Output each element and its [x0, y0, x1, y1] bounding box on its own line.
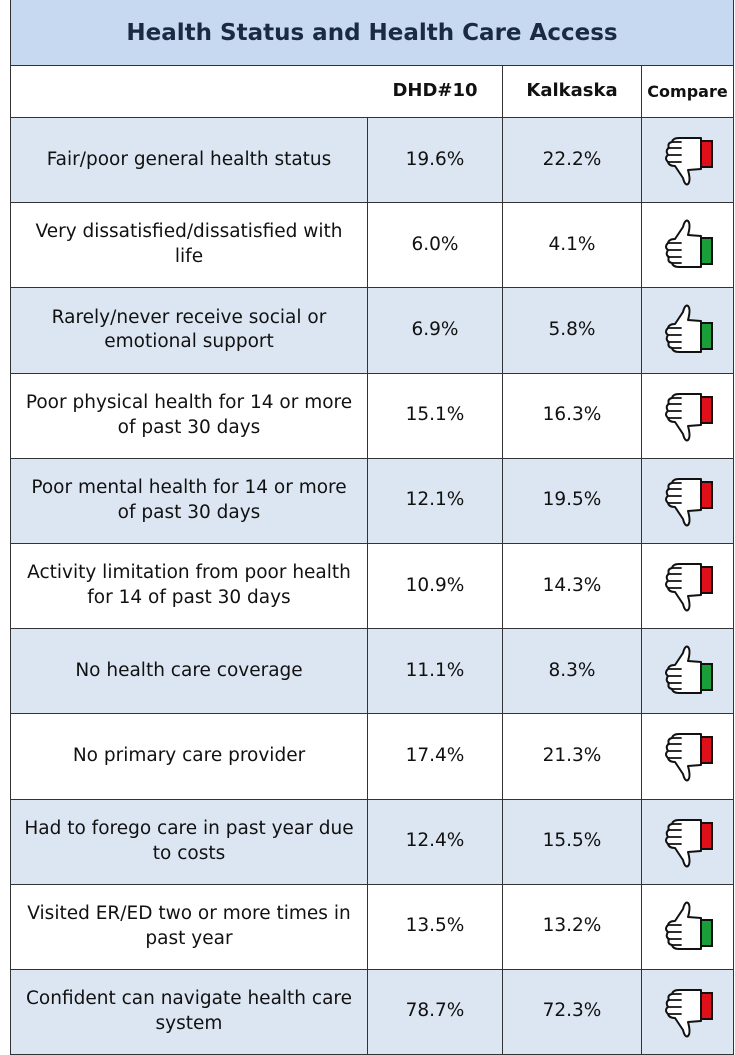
- thumb-down-icon: [664, 818, 713, 867]
- table: Health Status and Health Care Access DHD…: [10, 0, 734, 1055]
- row-label: Rarely/never receive social or emotional…: [11, 288, 368, 373]
- county-value: 22.2%: [503, 118, 642, 203]
- data-row: Had to forego care in past year due to c…: [11, 799, 733, 885]
- compare-cell: [642, 970, 733, 1054]
- row-label: Had to forego care in past year due to c…: [11, 799, 368, 884]
- county-value: 72.3%: [503, 969, 642, 1055]
- dhd-value: 10.9%: [368, 543, 503, 629]
- thumb-up-icon: [664, 645, 713, 695]
- thumb-down-icon: [664, 477, 713, 527]
- county-value: 5.8%: [503, 288, 642, 373]
- compare-cell: [642, 288, 733, 372]
- county-value: 4.1%: [503, 203, 642, 288]
- compare-cell: [642, 544, 733, 628]
- dhd-value: 6.9%: [368, 288, 503, 373]
- compare-cell: [642, 714, 733, 798]
- data-row: No primary care provider 17.4% 21.3%: [11, 714, 733, 800]
- county-value: 19.5%: [503, 458, 642, 543]
- thumb-down-icon: [664, 137, 713, 186]
- row-label: Activity limitation from poor health for…: [11, 543, 368, 629]
- dhd-value: 11.1%: [368, 629, 503, 714]
- dhd-value: 17.4%: [368, 714, 503, 799]
- thumb-down-icon: [664, 563, 713, 612]
- thumb-down-icon: [664, 988, 713, 1038]
- data-row: Visited ER/ED two or more times in past …: [11, 884, 733, 970]
- compare-cell: [642, 203, 733, 287]
- county-value: 13.2%: [503, 884, 642, 969]
- county-value: 14.3%: [503, 543, 642, 629]
- row-label: Poor physical health for 14 or more of p…: [11, 373, 368, 458]
- data-row: Confident can navigate health care syste…: [11, 969, 733, 1055]
- rows: DHD#10 Kalkaska Compare Fair/poor general h…: [11, 66, 733, 1055]
- data-row: Poor physical health for 14 or more of p…: [11, 373, 733, 459]
- data-row: Fair/poor general health status 19.6% 22.2…: [11, 118, 733, 204]
- column-header: [11, 66, 368, 117]
- county-value: 15.5%: [503, 799, 642, 884]
- row-label: Fair/poor general health status: [11, 118, 368, 203]
- dhd-value: 78.7%: [368, 969, 503, 1055]
- county-value: 21.3%: [503, 714, 642, 799]
- thumb-up-icon: [664, 901, 713, 950]
- row-label: No health care coverage: [11, 629, 368, 714]
- dhd-value: 12.4%: [368, 799, 503, 884]
- dhd-value: 6.0%: [368, 203, 503, 288]
- row-label: Poor mental health for 14 or more of pas…: [11, 458, 368, 543]
- column-header: Kalkaska: [503, 66, 642, 117]
- data-row: No health care coverage 11.1% 8.3%: [11, 629, 733, 715]
- column-header: DHD#10: [368, 66, 503, 117]
- data-row: Activity limitation from poor health for…: [11, 543, 733, 630]
- compare-cell: [642, 374, 733, 458]
- header-row: DHD#10 Kalkaska Compare: [11, 66, 733, 118]
- row-label: Confident can navigate health care syste…: [11, 969, 368, 1055]
- thumb-down-icon: [664, 733, 713, 782]
- county-value: 16.3%: [503, 373, 642, 458]
- thumb-up-icon: [664, 219, 713, 269]
- data-row: Very dissatisfied/dissatisfied with life…: [11, 203, 733, 289]
- row-label: Very dissatisfied/dissatisfied with life: [11, 203, 368, 288]
- dhd-value: 12.1%: [368, 458, 503, 543]
- row-label: Visited ER/ED two or more times in past …: [11, 884, 368, 969]
- compare-cell: [642, 629, 733, 713]
- thumb-up-icon: [664, 305, 713, 354]
- title: Health Status and Health Care Access: [11, 0, 733, 66]
- row-label: No primary care provider: [11, 714, 368, 799]
- compare-cell: [642, 885, 733, 969]
- data-row: Rarely/never receive social or emotional…: [11, 288, 733, 374]
- data-row: Poor mental health for 14 or more of pas…: [11, 458, 733, 544]
- dhd-value: 19.6%: [368, 118, 503, 203]
- compare-cell: [642, 459, 733, 543]
- thumb-down-icon: [664, 392, 713, 442]
- compare-cell: [642, 118, 733, 202]
- compare-cell: [642, 800, 733, 884]
- dhd-value: 13.5%: [368, 884, 503, 969]
- column-header: Compare: [647, 81, 728, 101]
- dhd-value: 15.1%: [368, 373, 503, 458]
- county-value: 8.3%: [503, 629, 642, 714]
